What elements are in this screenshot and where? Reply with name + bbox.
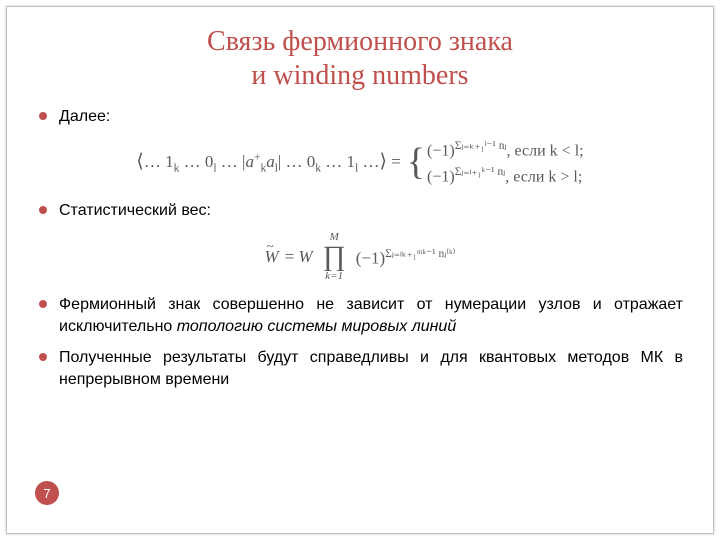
equation-2-content: W = W M ∏ k=1 (−1)Σⱼ₌ₗₖ₊₁ᵐᵏ⁻¹ nⱼ⁽ᵏ⁾ [264, 232, 455, 282]
eq2-eq: = W [285, 247, 313, 267]
equation-1-content: ⟨… 1k … 0l … |a+kal| … 0k … 1l …⟩ = { (−… [136, 138, 583, 187]
eq2-factor: (−1)Σⱼ₌ₗₖ₊₁ᵐᵏ⁻¹ nⱼ⁽ᵏ⁾ [356, 246, 456, 269]
eq1-case-2: (−1)Σⱼ₌ₗ₊₁ᵏ⁻¹ nⱼ, если k > l; [427, 164, 584, 186]
title-line-2: и winding numbers [37, 59, 683, 93]
equation-2: W = W M ∏ k=1 (−1)Σⱼ₌ₗₖ₊₁ᵐᵏ⁻¹ nⱼ⁽ᵏ⁾ [37, 232, 683, 282]
bullet-3-emph: топологию системы мировых линий [177, 318, 456, 335]
eq1-lhs: ⟨… 1k … 0l … |a+kal| … 0k … 1l …⟩ = [136, 150, 400, 174]
bullet-4-text: Полученные результаты будут справедливы … [59, 349, 683, 388]
slide-inner: Связь фермионного знака и winding number… [6, 6, 714, 534]
eq2-wtilde: W [264, 247, 278, 267]
title-line-1: Связь фермионного знака [207, 26, 513, 57]
equation-1: ⟨… 1k … 0l … |a+kal| … 0k … 1l …⟩ = { (−… [37, 138, 683, 187]
eq1-cases: { (−1)Σⱼ₌ₖ₊₁ˡ⁻¹ nⱼ, если k < l; (−1)Σⱼ₌ₗ… [407, 138, 584, 187]
slide-title: Связь фермионного знака и winding number… [37, 25, 683, 92]
bullet-1-text: Далее: [59, 108, 110, 125]
slide: Связь фермионного знака и winding number… [0, 0, 720, 540]
bullet-2-text: Статистический вес: [59, 202, 211, 219]
prod-lower: k=1 [325, 271, 343, 282]
bullet-2: Статистический вес: [37, 200, 683, 222]
body-list: Далее: ⟨… 1k … 0l … |a+kal| … 0k … 1l …⟩… [37, 106, 683, 390]
product-icon: ∏ [323, 243, 346, 271]
bullet-3: Фермионный знак совершенно не зависит от… [37, 294, 683, 337]
page-number-badge: 7 [35, 481, 59, 505]
bullet-4: Полученные результаты будут справедливы … [37, 347, 683, 390]
eq1-case-1: (−1)Σⱼ₌ₖ₊₁ˡ⁻¹ nⱼ, если k < l; [427, 138, 584, 160]
bullet-1: Далее: [37, 106, 683, 128]
page-number: 7 [43, 486, 50, 501]
eq2-product: M ∏ k=1 [323, 232, 346, 282]
brace-icon: { [407, 143, 425, 181]
